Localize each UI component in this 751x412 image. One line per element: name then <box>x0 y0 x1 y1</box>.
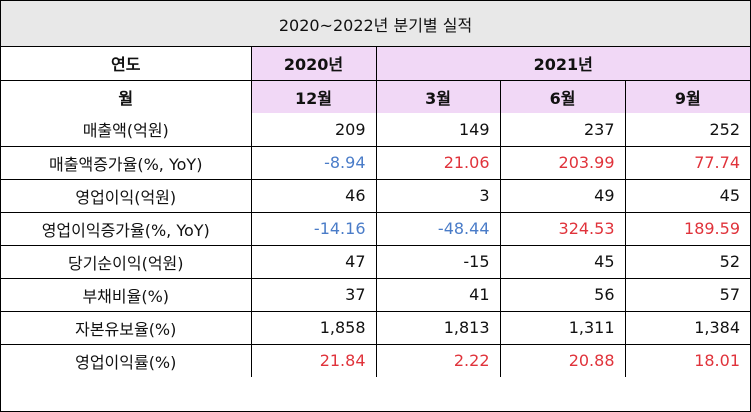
month-header: 12월 <box>250 79 377 113</box>
value-cell: -15 <box>375 244 501 279</box>
row-label: 매출액증가율(%, YoY) <box>1 145 252 180</box>
value-cell: 45 <box>624 178 750 213</box>
value-cell: 237 <box>499 113 626 147</box>
value-cell: -14.16 <box>250 211 377 246</box>
value-cell: 21.84 <box>250 343 377 377</box>
table-row: 영업이익(억원) 46 3 49 45 <box>1 178 750 213</box>
value-cell: 77.74 <box>624 145 750 180</box>
value-cell: 1,384 <box>624 310 750 345</box>
table-row: 자본유보율(%) 1,858 1,813 1,311 1,384 <box>1 310 750 345</box>
value-cell: 52 <box>624 244 750 279</box>
value-cell: 18.01 <box>624 343 750 377</box>
value-cell: 1,813 <box>375 310 501 345</box>
value-cell: 49 <box>499 178 626 213</box>
quarterly-results-table: 연도 2020년 2021년 월 12월 3월 6월 9월 매출액(억원) 209… <box>1 47 750 377</box>
year-2020-header: 2020년 <box>250 47 377 81</box>
row-label: 영업이익(억원) <box>1 178 252 213</box>
row-label: 영업이익증가율(%, YoY) <box>1 211 252 246</box>
value-cell: 2.22 <box>375 343 501 377</box>
month-header: 6월 <box>499 79 626 113</box>
value-cell: 41 <box>375 277 501 312</box>
value-cell: 21.06 <box>375 145 501 180</box>
year-2021-header: 2021년 <box>375 47 750 81</box>
year-header-row: 연도 2020년 2021년 <box>1 47 750 81</box>
month-label: 월 <box>1 79 252 113</box>
row-label: 영업이익률(%) <box>1 343 252 377</box>
value-cell: 209 <box>250 113 377 147</box>
value-cell: 20.88 <box>499 343 626 377</box>
value-cell: 324.53 <box>499 211 626 246</box>
row-label: 부채비율(%) <box>1 277 252 312</box>
value-cell: -8.94 <box>250 145 377 180</box>
value-cell: 1,311 <box>499 310 626 345</box>
row-label: 매출액(억원) <box>1 113 252 147</box>
row-label: 당기순이익(억원) <box>1 244 252 279</box>
value-cell: 203.99 <box>499 145 626 180</box>
month-header: 3월 <box>375 79 501 113</box>
row-label: 자본유보율(%) <box>1 310 252 345</box>
value-cell: 3 <box>375 178 501 213</box>
table-row: 영업이익률(%) 21.84 2.22 20.88 18.01 <box>1 343 750 377</box>
table-title: 2020~2022년 분기별 실적 <box>1 1 750 47</box>
value-cell: 149 <box>375 113 501 147</box>
value-cell: 57 <box>624 277 750 312</box>
table-row: 영업이익증가율(%, YoY) -14.16 -48.44 324.53 189.59 <box>1 211 750 246</box>
value-cell: 1,858 <box>250 310 377 345</box>
value-cell: 189.59 <box>624 211 750 246</box>
value-cell: 47 <box>250 244 377 279</box>
value-cell: 45 <box>499 244 626 279</box>
value-cell: 56 <box>499 277 626 312</box>
month-header-row: 월 12월 3월 6월 9월 <box>1 79 750 113</box>
table-row: 부채비율(%) 37 41 56 57 <box>1 277 750 312</box>
value-cell: 46 <box>250 178 377 213</box>
table-row: 당기순이익(억원) 47 -15 45 52 <box>1 244 750 279</box>
value-cell: 37 <box>250 277 377 312</box>
year-label: 연도 <box>1 47 252 81</box>
value-cell: -48.44 <box>375 211 501 246</box>
month-header: 9월 <box>624 79 750 113</box>
table-row: 매출액증가율(%, YoY) -8.94 21.06 203.99 77.74 <box>1 145 750 180</box>
value-cell: 252 <box>624 113 750 147</box>
table-row: 매출액(억원) 209 149 237 252 <box>1 113 750 147</box>
